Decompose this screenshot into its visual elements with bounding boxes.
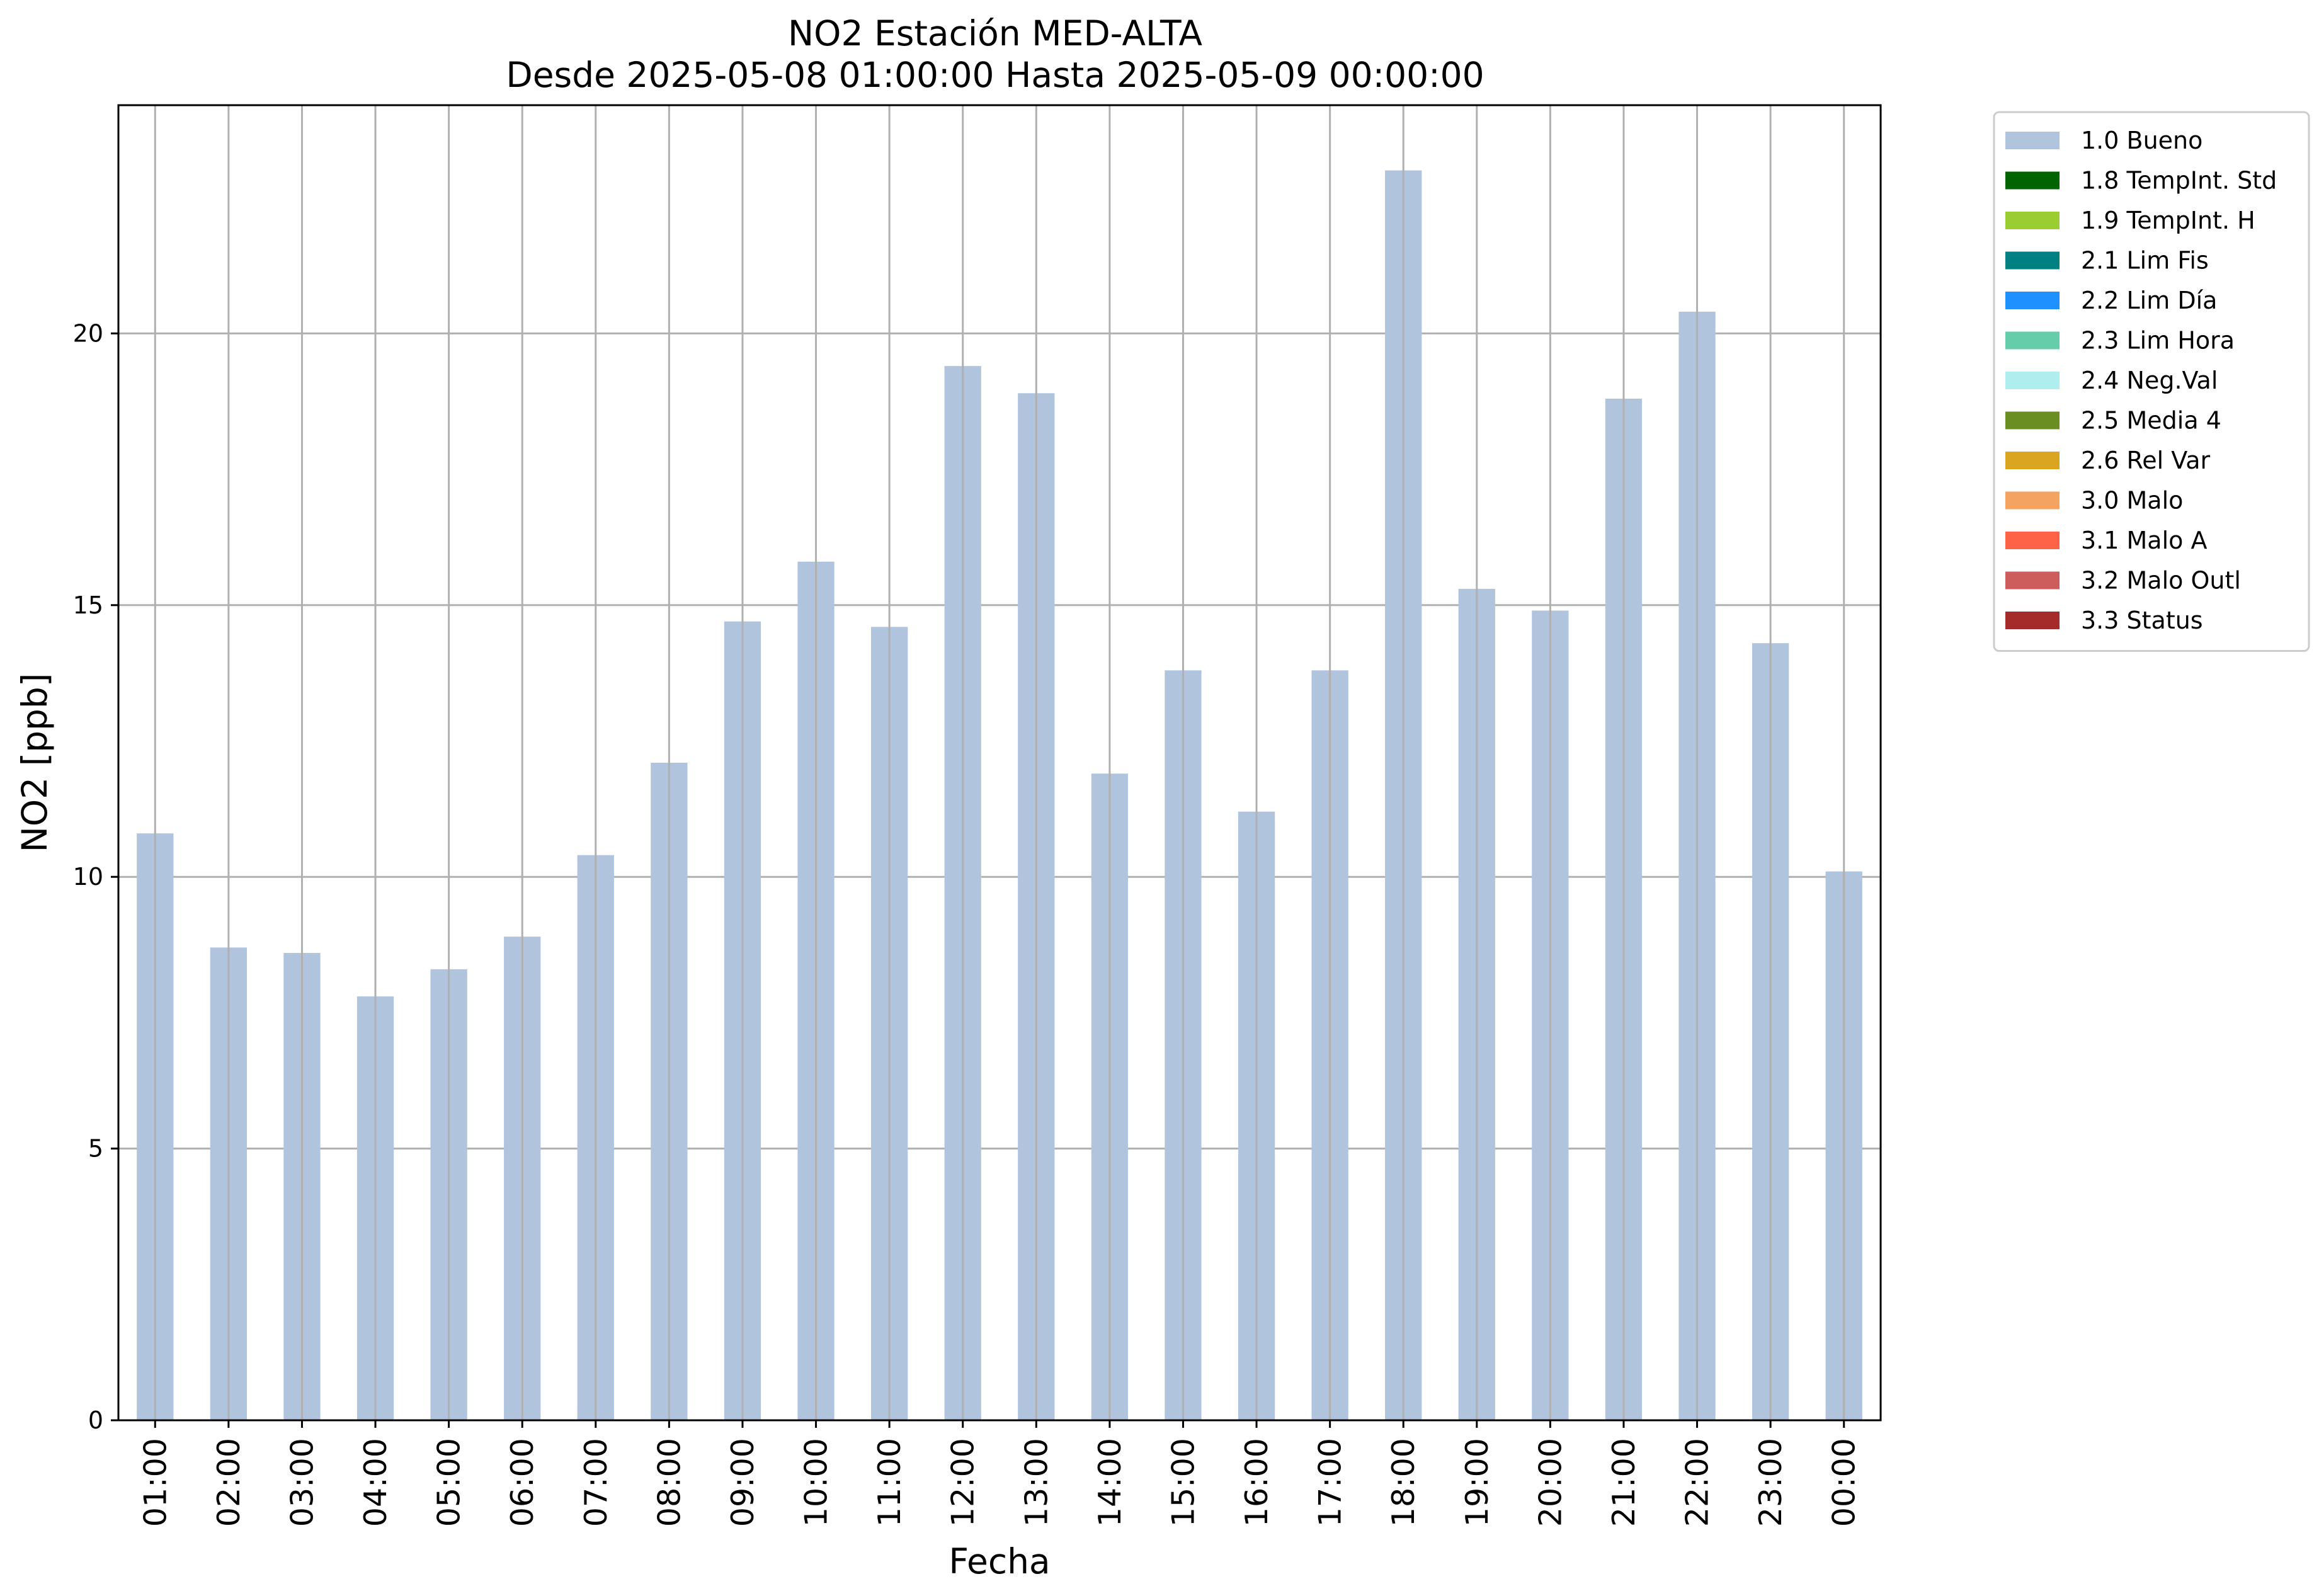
- legend-swatch: [2005, 212, 2060, 229]
- x-axis-label: Fecha: [949, 1541, 1050, 1582]
- x-tick-label: 00:00: [1826, 1438, 1862, 1527]
- x-tick-label: 15:00: [1165, 1438, 1201, 1527]
- legend-swatch: [2005, 411, 2060, 430]
- x-tick-label: 12:00: [945, 1438, 981, 1527]
- x-tick-label: 11:00: [872, 1438, 908, 1527]
- legend-label: 2.6 Rel Var: [2081, 447, 2211, 474]
- legend-label: 2.4 Neg.Val: [2081, 367, 2218, 394]
- legend-swatch: [2005, 491, 2060, 510]
- chart-subtitle: Desde 2025-05-08 01:00:00 Hasta 2025-05-…: [506, 55, 1484, 95]
- legend: 1.0 Bueno 1.8 TempInt. Std 1.9 TempInt. H 2…: [1993, 111, 2310, 652]
- legend-swatch: [2005, 132, 2060, 149]
- y-tick-label: 15: [73, 591, 103, 619]
- x-tick-label: 05:00: [431, 1438, 467, 1527]
- x-tick-label: 17:00: [1313, 1438, 1348, 1527]
- y-axis-label: NO2 [ppb]: [14, 673, 55, 853]
- legend-label: 3.0 Malo: [2081, 487, 2183, 515]
- x-tick-label: 07:00: [578, 1438, 614, 1527]
- x-tick-label: 22:00: [1680, 1438, 1716, 1527]
- y-axis-ticks: 0 5 10 15 20: [73, 319, 118, 1434]
- legend-label: 2.1 Lim Fis: [2081, 247, 2209, 275]
- x-tick-label: 06:00: [504, 1438, 540, 1527]
- x-tick-label: 02:00: [211, 1438, 247, 1527]
- y-tick-label: 5: [88, 1135, 103, 1163]
- plot-frame: [117, 104, 1882, 1422]
- legend-swatch: [2005, 372, 2060, 389]
- x-tick-label: 10:00: [799, 1438, 835, 1527]
- legend-swatch: [2005, 532, 2060, 549]
- legend-label: 2.5 Media 4: [2081, 407, 2221, 435]
- x-tick-label: 21:00: [1606, 1438, 1642, 1527]
- x-tick-label: 14:00: [1092, 1438, 1128, 1527]
- x-tick-label: 23:00: [1753, 1438, 1789, 1527]
- legend-label: 3.2 Malo Outl: [2081, 567, 2241, 595]
- grid-lines: [118, 332, 1881, 1150]
- x-tick-label: 03:00: [284, 1438, 320, 1527]
- legend-label: 3.3 Status: [2081, 607, 2203, 634]
- legend-label: 1.0 Bueno: [2081, 127, 2202, 154]
- legend-label: 2.2 Lim Día: [2081, 287, 2217, 314]
- legend-swatch: [2005, 331, 2060, 350]
- chart-title: NO2 Estación MED-ALTA: [788, 13, 1202, 54]
- legend-label: 2.3 Lim Hora: [2081, 327, 2235, 355]
- legend-swatch: [2005, 612, 2060, 629]
- legend-label: 1.8 TempInt. Std: [2081, 167, 2277, 195]
- legend-swatch: [2005, 251, 2060, 270]
- x-tick-label: 04:00: [358, 1438, 394, 1527]
- x-axis-ticks: 01:00 02:00 03:00 04:00 05:00 06:00 07:00 08:00…: [137, 1420, 1862, 1527]
- legend-label: 1.9 TempInt. H: [2081, 207, 2255, 234]
- legend-swatch: [2005, 171, 2060, 190]
- x-tick-label: 09:00: [725, 1438, 761, 1527]
- y-tick-label: 0: [88, 1406, 103, 1434]
- x-tick-label: 01:00: [137, 1438, 173, 1527]
- x-tick-label: 16:00: [1239, 1438, 1275, 1527]
- legend-swatch: [2005, 292, 2060, 309]
- x-tick-label: 19:00: [1459, 1438, 1495, 1527]
- bar-series: [137, 105, 1862, 1421]
- x-tick-label: 08:00: [651, 1438, 687, 1527]
- y-tick-label: 20: [73, 319, 103, 347]
- legend-label: 3.1 Malo A: [2081, 527, 2207, 554]
- x-tick-label: 18:00: [1386, 1438, 1422, 1527]
- legend-swatch: [2005, 452, 2060, 469]
- x-tick-label: 20:00: [1532, 1438, 1568, 1527]
- legend-swatch: [2005, 571, 2060, 590]
- y-tick-label: 10: [73, 863, 103, 891]
- x-tick-label: 13:00: [1018, 1438, 1054, 1527]
- legend-frame: [1993, 111, 2310, 652]
